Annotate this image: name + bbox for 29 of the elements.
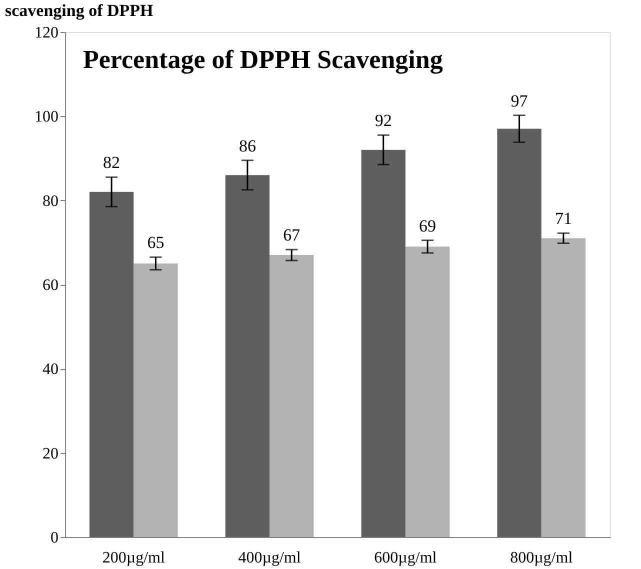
bar — [541, 238, 586, 537]
data-label: 65 — [147, 233, 164, 252]
x-tick-label: 200µg/ml — [102, 550, 166, 566]
y-tick-label: 0 — [50, 530, 58, 546]
data-label: 86 — [238, 136, 256, 156]
y-tick-label: 100 — [34, 108, 58, 126]
data-label: 67 — [283, 226, 301, 245]
text: scavenging of DPPH — [5, 1, 154, 20]
bar — [270, 255, 314, 537]
bar — [225, 175, 270, 537]
bar — [134, 263, 178, 537]
bar — [405, 246, 450, 537]
bar — [89, 192, 134, 537]
y-tick-label: 40 — [42, 361, 58, 378]
y-tick-label: 20 — [42, 445, 58, 462]
data-label: 97 — [510, 91, 528, 110]
y-tick-label: 120 — [34, 24, 58, 42]
bar — [497, 128, 542, 537]
data-label: 69 — [419, 216, 436, 236]
x-tick-label: 600µg/ml — [374, 550, 438, 566]
x-tick-label: 400µg/ml — [238, 550, 302, 566]
bar — [361, 150, 406, 537]
x-tick-label: 800µg/ml — [510, 550, 574, 566]
data-label: 82 — [103, 153, 120, 172]
y-tick-label: 80 — [42, 192, 58, 210]
y-tick-label: 60 — [42, 277, 58, 294]
text: Percentage of DPPH Scavenging — [83, 45, 443, 74]
data-label: 71 — [554, 209, 572, 228]
data-label: 92 — [374, 111, 392, 130]
